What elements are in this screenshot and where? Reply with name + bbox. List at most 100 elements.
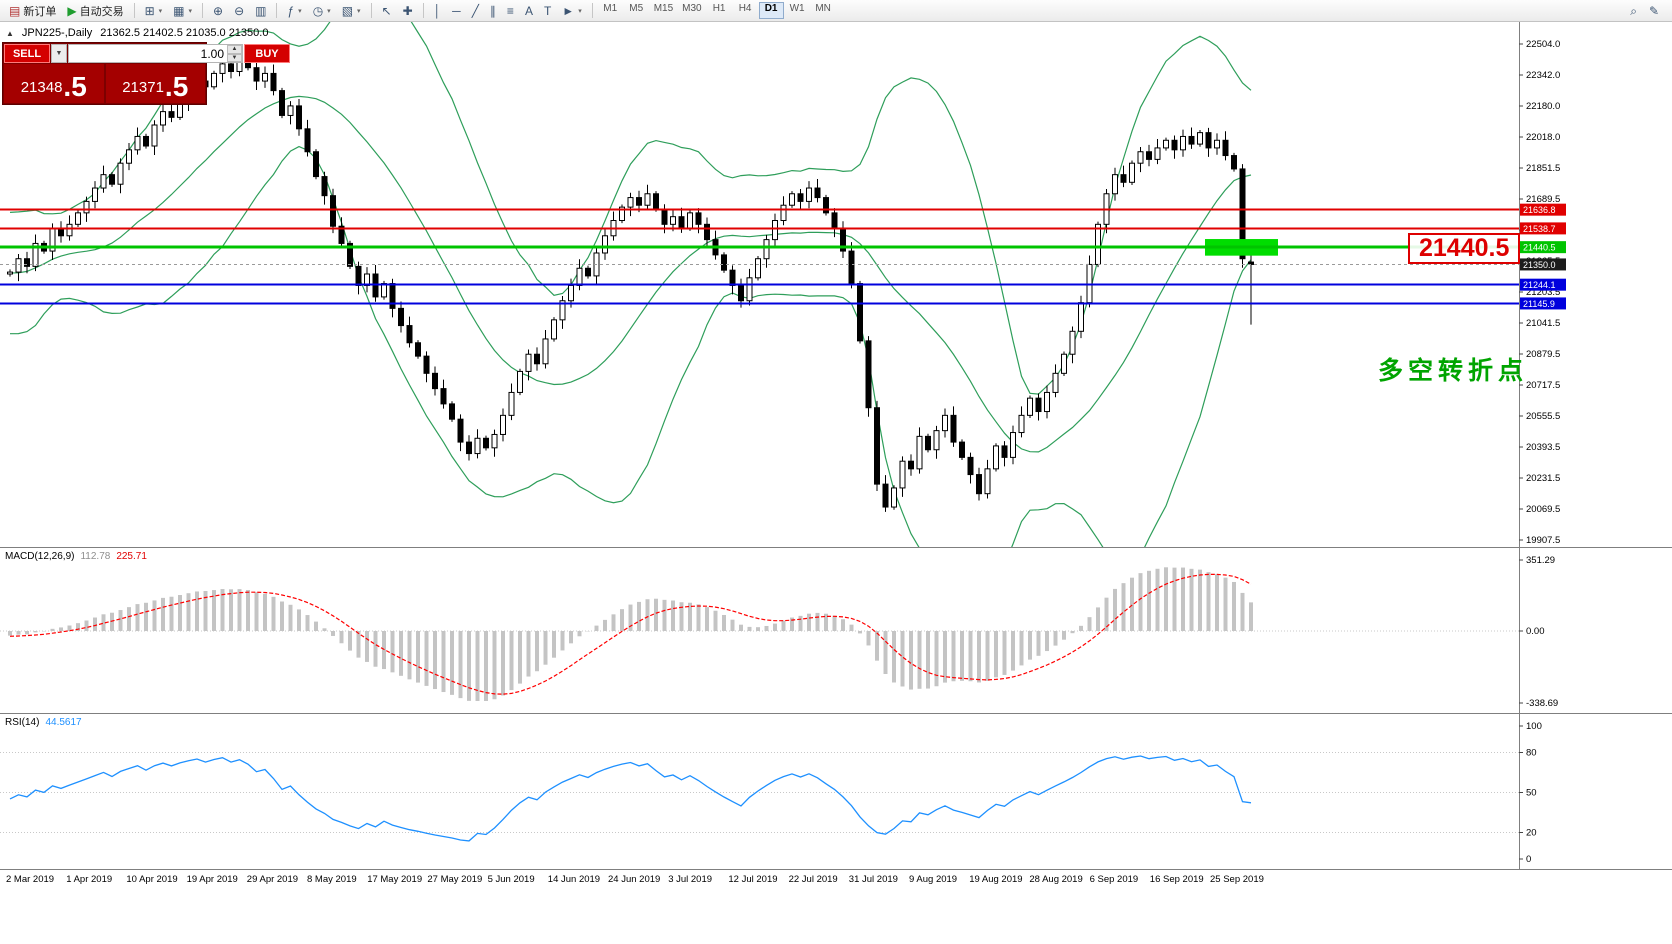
autotrading-button[interactable]: ▶ 自动交易: [62, 1, 128, 20]
fibonacci-button[interactable]: ≡: [502, 1, 519, 20]
new-order-icon: ▤: [9, 3, 21, 18]
timeframe-h4-button[interactable]: H4: [738, 3, 752, 14]
new-chart-button[interactable]: ⊞ ▾: [140, 1, 168, 20]
volume-up-icon[interactable]: ▲: [227, 45, 242, 54]
caret-down-icon: ▾: [158, 7, 163, 15]
svg-text:21538.7: 21538.7: [1523, 224, 1556, 234]
volume-input[interactable]: [69, 45, 227, 62]
timeframe-m15-button[interactable]: M15: [653, 3, 674, 14]
price-callout[interactable]: 21440.5: [1408, 233, 1521, 264]
date-label: 19 Apr 2019: [186, 874, 238, 885]
svg-text:100: 100: [1526, 721, 1542, 732]
search-button[interactable]: ⌕: [1625, 1, 1642, 20]
svg-text:0.00: 0.00: [1526, 626, 1545, 637]
rsi-panel[interactable]: 100 80 50 20 0: [0, 713, 1672, 869]
chart-title: ▲ JPN225-,Daily 21362.5 21402.5 21035.0 …: [6, 27, 268, 39]
timeframe-m5-button[interactable]: M5: [629, 3, 644, 14]
chart-symbol-period: JPN225-,Daily: [21, 27, 93, 39]
channel-icon: ∥: [489, 3, 496, 18]
sell-price-button[interactable]: 21348 .5: [4, 64, 104, 103]
main-chart[interactable]: 22504.0 22342.0 22180.0 22018.0 21851.5 21689…: [0, 22, 1672, 547]
profiles-button[interactable]: ▦ ▾: [168, 1, 197, 20]
chart-ohlc-values: 21362.5 21402.5 21035.0 21350.0: [100, 27, 269, 39]
text-icon: A: [524, 3, 533, 18]
candles: [7, 51, 1254, 512]
sell-price-main: 21348: [20, 79, 63, 96]
date-label: 1 Apr 2019: [66, 874, 113, 885]
price-tag-21145.9: 21145.9: [1520, 297, 1566, 310]
svg-text:20: 20: [1526, 827, 1537, 838]
zoom-out-icon: ⊖: [234, 3, 245, 18]
periods-button[interactable]: ◷ ▾: [308, 1, 336, 20]
svg-text:351.29: 351.29: [1526, 555, 1555, 566]
date-label: 12 Jul 2019: [728, 874, 778, 885]
svg-text:20555.5: 20555.5: [1526, 411, 1560, 422]
timeframe-mn-button[interactable]: MN: [815, 3, 831, 14]
timeframe-d1-button[interactable]: D1: [758, 2, 784, 19]
timeframe-m30-button[interactable]: M30: [682, 3, 702, 14]
zoom-out-button[interactable]: ⊖: [229, 1, 249, 20]
profiles-icon: ▦: [173, 3, 185, 18]
label-button[interactable]: T: [539, 1, 556, 20]
svg-text:21203.5: 21203.5: [1526, 287, 1560, 298]
zoom-in-button[interactable]: ⊕: [208, 1, 228, 20]
new-order-button[interactable]: ▤ 新订单: [4, 1, 61, 20]
edit-button[interactable]: ✎: [1644, 1, 1664, 20]
channel-button[interactable]: ∥: [485, 1, 501, 20]
buy-price-button[interactable]: 21371 .5: [105, 64, 205, 103]
templates-icon: ▧: [341, 3, 354, 18]
new-chart-icon: ⊞: [144, 3, 155, 18]
date-label: 28 Aug 2019: [1029, 874, 1083, 885]
templates-button[interactable]: ▧ ▾: [337, 1, 366, 20]
text-button[interactable]: A: [520, 1, 538, 20]
indicators-button[interactable]: ƒ ▾: [282, 1, 306, 20]
macd-panel[interactable]: 351.29 0.00 -338.69: [0, 547, 1672, 713]
autotrading-button-label: 自动交易: [79, 5, 124, 18]
one-click-toggle-icon[interactable]: ▲: [6, 28, 14, 38]
date-label: 14 Jun 2019: [547, 874, 601, 885]
toolbar-separator: [370, 3, 372, 18]
svg-text:20879.5: 20879.5: [1526, 349, 1560, 360]
sell-price-pips: .5: [63, 71, 87, 102]
buy-price-pips: .5: [164, 71, 189, 102]
rsi-name: RSI(14): [5, 717, 40, 728]
toolbar-separator: [422, 3, 424, 18]
order-options-caret-icon[interactable]: ▼: [51, 44, 67, 63]
toolbar-right-group: ⌕ ✎: [1625, 1, 1668, 20]
zoom-in-icon: ⊕: [213, 3, 224, 18]
time-axis[interactable]: 2 Mar 2019 1 Apr 2019 10 Apr 2019 19 Apr 20…: [0, 869, 1672, 889]
buy-button[interactable]: BUY: [244, 44, 290, 63]
date-label: 16 Sep 2019: [1149, 874, 1204, 885]
edit-icon: ✎: [1648, 3, 1659, 18]
crosshair-button[interactable]: ✚: [398, 1, 418, 20]
timeframe-w1-button[interactable]: W1: [789, 3, 805, 14]
horizontal-line-button[interactable]: ─: [447, 1, 466, 20]
timeframe-m1-button[interactable]: M1: [603, 3, 618, 14]
sell-button[interactable]: SELL: [4, 44, 50, 63]
svg-text:21041.5: 21041.5: [1526, 318, 1560, 329]
vertical-line-button[interactable]: │: [429, 1, 447, 20]
cursor-button[interactable]: ↖: [377, 1, 397, 20]
rsi-value: 44.5617: [45, 717, 82, 728]
trendline-button[interactable]: ╱: [467, 1, 484, 20]
tile-windows-button[interactable]: ▥: [250, 1, 271, 20]
date-label: 2 Mar 2019: [6, 874, 55, 885]
macd-name: MACD(12,26,9): [5, 551, 75, 562]
toolbar-separator: [591, 3, 593, 18]
new-order-button-label: 新订单: [23, 5, 57, 18]
date-label: 22 Jul 2019: [788, 874, 838, 885]
timeframe-h1-button[interactable]: H1: [712, 3, 726, 14]
arrows-icon: ►: [562, 3, 575, 18]
price-tag-21244.1: 21244.1: [1520, 278, 1566, 291]
date-label: 31 Jul 2019: [848, 874, 898, 885]
toolbar-separator: [202, 3, 204, 18]
label-icon: T: [543, 3, 552, 18]
cursor-icon: ↖: [381, 3, 392, 18]
search-icon: ⌕: [1630, 3, 1637, 18]
svg-text:22018.0: 22018.0: [1526, 132, 1560, 143]
arrows-button[interactable]: ► ▾: [557, 1, 586, 20]
volume-down-icon[interactable]: ▼: [227, 53, 242, 62]
cn-annotation[interactable]: 多空转折点: [1378, 357, 1529, 385]
toolbar: ▤ 新订单 ▶ 自动交易 ⊞ ▾ ▦ ▾ ⊕ ⊖ ▥ ƒ ▾ ◷ ▾ ▧ ▾ ↖ ✚ │ ─ ╱ ∥ ≡ A T ► ▾ M1 M5 M15…: [0, 0, 1672, 22]
fibonacci-icon: ≡: [506, 3, 514, 18]
